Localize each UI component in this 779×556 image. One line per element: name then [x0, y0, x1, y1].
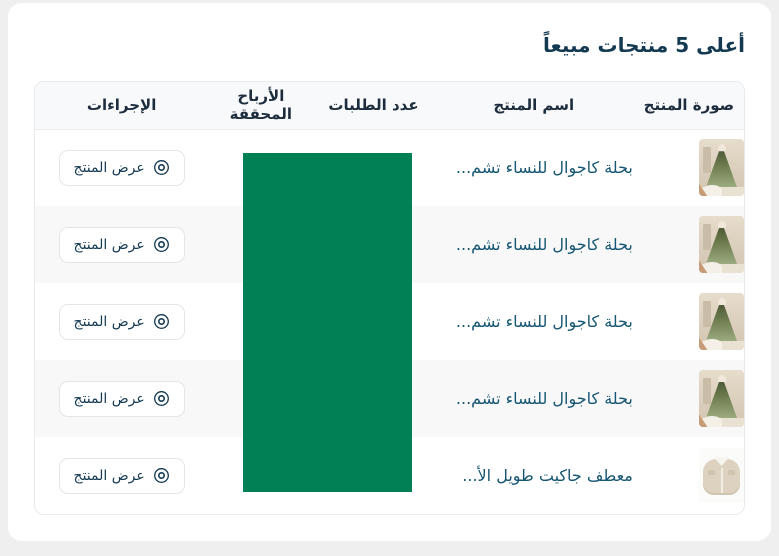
view-product-icon — [153, 314, 169, 329]
view-product-icon — [153, 391, 169, 406]
view-product-icon — [153, 237, 169, 252]
product-name: معطف جاكيت طويل الأ... — [462, 466, 633, 485]
view-product-button[interactable]: عرض المنتج — [58, 149, 185, 186]
view-product-label: عرض المنتج — [73, 159, 145, 176]
view-product-button[interactable]: عرض المنتج — [58, 226, 185, 263]
header-product-name: اسم المنتج — [433, 82, 634, 130]
view-product-icon — [153, 468, 169, 483]
product-name: بحلة كاجوال للنساء تشم... — [455, 389, 633, 408]
table-row: معطف جاكيت طويل الأ... عرض المنتج — [35, 437, 744, 514]
beige-jacket-photo — [699, 448, 744, 503]
product-name: بحلة كاجوال للنساء تشم... — [455, 158, 633, 178]
header-orders-count: عدد الطلبات — [313, 82, 434, 130]
green-dress-photo — [699, 216, 744, 273]
redaction-overlay — [243, 153, 412, 492]
table-row: بحلة كاجوال للنساء تشم... عرض المنتج — [35, 283, 744, 360]
view-product-label: عرض المنتج — [73, 467, 145, 484]
product-name: بحلة كاجوال للنساء تشم... — [455, 235, 633, 254]
view-product-label: عرض المنتج — [73, 313, 145, 330]
view-product-button[interactable]: عرض المنتج — [58, 380, 185, 417]
table-row: بحلة كاجوال للنساء تشم... عرض المنتج — [35, 129, 744, 206]
product-name: بحلة كاجوال للنساء تشم... — [455, 312, 633, 331]
view-product-label: عرض المنتج — [73, 236, 145, 253]
green-dress-photo — [699, 370, 744, 427]
green-dress-photo — [699, 139, 744, 197]
view-product-button[interactable]: عرض المنتج — [58, 303, 185, 340]
view-product-button[interactable]: عرض المنتج — [58, 457, 185, 494]
header-actions: الإجراءات — [35, 82, 209, 130]
header-profits: الأرباح المحققة — [208, 82, 314, 130]
table-header-row: صورة المنتج اسم المنتج عدد الطلبات الأرب… — [35, 82, 744, 130]
view-product-label: عرض المنتج — [73, 390, 145, 407]
card-title: أعلى 5 منتجات مبيعاً — [543, 33, 745, 57]
header-product-image: صورة المنتج — [633, 82, 744, 130]
view-product-icon — [153, 160, 169, 176]
green-dress-photo — [699, 293, 744, 350]
